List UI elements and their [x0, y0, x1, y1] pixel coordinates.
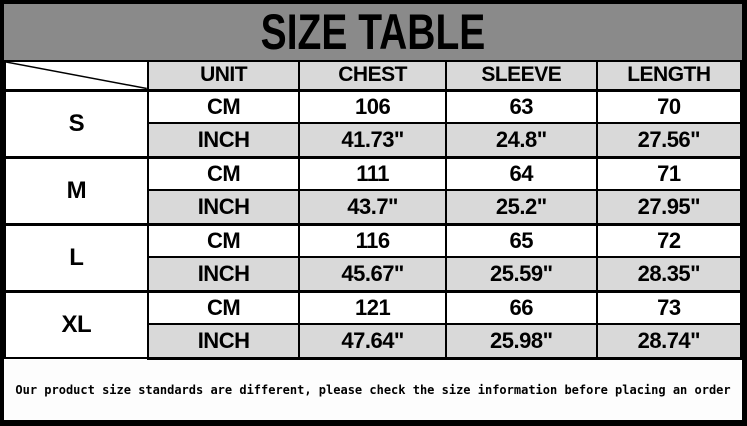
table-row: L CM 116 65 72 — [4, 222, 742, 292]
cell-m-cm-length: 71 — [595, 155, 742, 191]
cell-l-cm-chest: 116 — [298, 222, 447, 258]
table-row: INCH 43.7" 25.2" 27.95" — [5, 189, 742, 225]
cell-xl-cm-sleeve: 66 — [444, 289, 598, 325]
size-cell-xl: XL — [4, 289, 149, 359]
cell-l-inch-sleeve: 25.59" — [444, 256, 598, 292]
note-bar: Our product size standards are different… — [4, 359, 742, 420]
cell-m-cm-sleeve: 64 — [444, 155, 598, 191]
header-row: UNIT CHEST SLEEVE LENGTH — [4, 60, 742, 91]
cell-l-cm-sleeve: 65 — [444, 222, 598, 258]
table-row: INCH 47.64" 25.98" 28.74" — [5, 323, 742, 360]
cell-l-cm-length: 72 — [595, 222, 742, 258]
cell-s-cm-sleeve: 63 — [444, 88, 598, 124]
unit-label-cell: INCH — [146, 256, 301, 292]
cell-xl-inch-chest: 47.64" — [298, 323, 447, 360]
table-row: INCH 45.67" 25.59" 28.35" — [5, 256, 742, 292]
col-header-sleeve: SLEEVE — [444, 60, 598, 91]
cell-xl-inch-sleeve: 25.98" — [444, 323, 598, 360]
cell-s-inch-length: 27.56" — [595, 122, 742, 158]
cell-s-cm-length: 70 — [595, 88, 742, 124]
cell-m-inch-length: 27.95" — [595, 189, 742, 225]
unit-label-cell: CM — [146, 222, 301, 258]
page-title: SIZE TABLE — [260, 4, 486, 60]
cell-l-inch-length: 28.35" — [595, 256, 742, 292]
size-cell-l: L — [4, 222, 149, 292]
unit-label-cell: CM — [146, 155, 301, 191]
table-row: XL CM 121 66 73 — [4, 289, 742, 359]
cell-xl-inch-length: 28.74" — [595, 323, 742, 360]
size-cell-m: M — [4, 155, 149, 225]
cell-s-inch-sleeve: 24.8" — [444, 122, 598, 158]
corner-cell — [4, 60, 149, 91]
size-table: UNIT CHEST SLEEVE LENGTH S CM 106 63 70 … — [4, 60, 742, 360]
note-text: Our product size standards are different… — [15, 382, 731, 397]
cell-m-cm-chest: 111 — [298, 155, 447, 191]
unit-label-cell: INCH — [146, 189, 301, 225]
unit-label-cell: CM — [146, 88, 301, 124]
table-row: M CM 111 64 71 — [4, 155, 742, 225]
unit-label-cell: CM — [146, 289, 301, 325]
col-header-chest: CHEST — [298, 60, 447, 91]
diagonal-divider-line — [6, 62, 147, 89]
cell-m-inch-chest: 43.7" — [298, 189, 447, 225]
title-bar: SIZE TABLE — [4, 4, 742, 60]
cell-xl-cm-length: 73 — [595, 289, 742, 325]
cell-m-inch-sleeve: 25.2" — [444, 189, 598, 225]
cell-s-cm-chest: 106 — [298, 88, 447, 124]
unit-label-cell: INCH — [146, 122, 301, 158]
cell-xl-cm-chest: 121 — [298, 289, 447, 325]
cell-s-inch-chest: 41.73" — [298, 122, 447, 158]
size-cell-s: S — [4, 88, 149, 158]
table-row: S CM 106 63 70 — [4, 88, 742, 158]
unit-label-cell: INCH — [146, 323, 301, 360]
col-header-unit: UNIT — [146, 60, 301, 91]
cell-l-inch-chest: 45.67" — [298, 256, 447, 292]
table-row: INCH 41.73" 24.8" 27.56" — [5, 122, 742, 158]
col-header-length: LENGTH — [595, 60, 742, 91]
